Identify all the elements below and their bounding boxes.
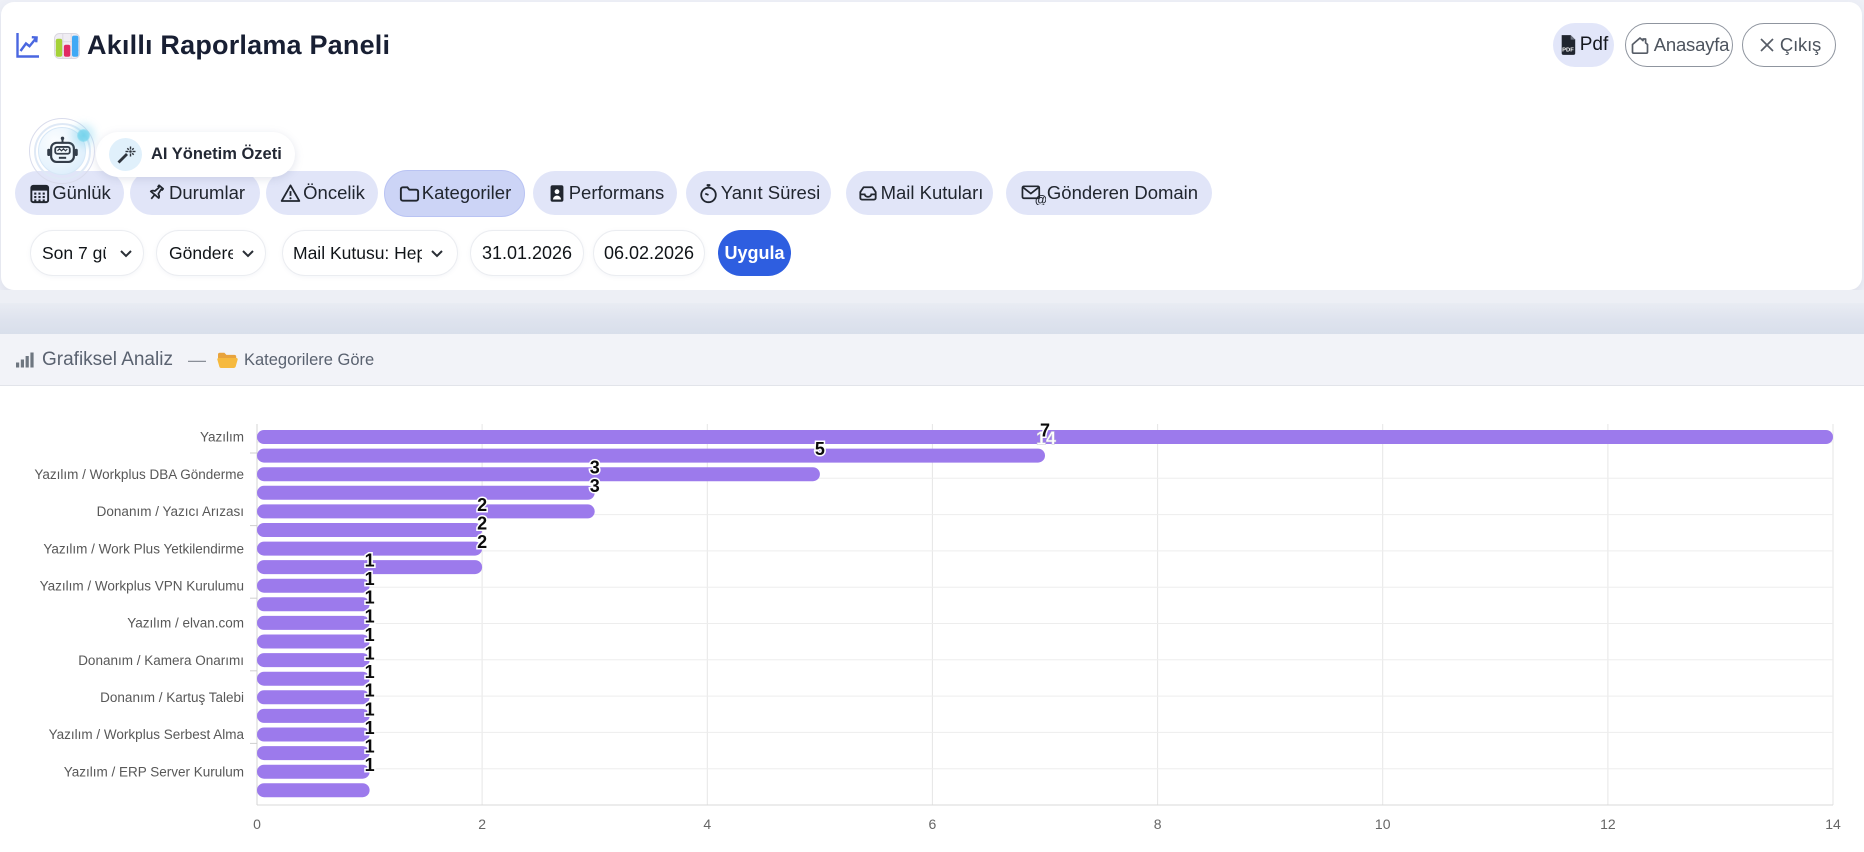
svg-text:3: 3	[590, 476, 600, 496]
svg-text:@: @	[1035, 193, 1046, 205]
svg-text:Yazılım: Yazılım	[200, 430, 244, 445]
svg-text:1: 1	[365, 737, 375, 757]
svg-text:12: 12	[1600, 816, 1616, 832]
svg-text:5: 5	[815, 439, 825, 459]
svg-text:2: 2	[477, 513, 487, 533]
svg-text:1: 1	[365, 699, 375, 719]
svg-text:Yazılım / ERP Server Kurulum: Yazılım / ERP Server Kurulum	[64, 764, 244, 779]
svg-text:PDF: PDF	[1562, 47, 1574, 53]
svg-text:1: 1	[365, 718, 375, 738]
svg-text:Yazılım / elvan.com: Yazılım / elvan.com	[127, 616, 244, 631]
svg-text:2: 2	[478, 816, 486, 832]
svg-text:Donanım / Yazıcı Arızası: Donanım / Yazıcı Arızası	[97, 504, 244, 519]
svg-text:1: 1	[365, 755, 375, 775]
svg-text:1: 1	[365, 681, 375, 701]
svg-text:10: 10	[1375, 816, 1391, 832]
svg-text:2: 2	[477, 495, 487, 515]
svg-text:Yazılım / Workplus Serbest Alm: Yazılım / Workplus Serbest Alma	[49, 727, 245, 742]
svg-text:3: 3	[590, 458, 600, 478]
svg-text:Donanım / Kamera Onarımı: Donanım / Kamera Onarımı	[78, 653, 244, 668]
svg-text:Yazılım / Workplus VPN Kurulum: Yazılım / Workplus VPN Kurulumu	[40, 578, 244, 593]
svg-text:1: 1	[365, 551, 375, 571]
svg-text:0: 0	[253, 816, 261, 832]
svg-text:14: 14	[1036, 429, 1056, 449]
svg-text:1: 1	[365, 588, 375, 608]
svg-text:1: 1	[365, 644, 375, 664]
svg-text:Yazılım / Work Plus Yetkilendi: Yazılım / Work Plus Yetkilendirme	[43, 541, 244, 556]
svg-text:1: 1	[365, 569, 375, 589]
svg-text:4: 4	[703, 816, 711, 832]
svg-text:1: 1	[365, 625, 375, 645]
svg-text:1: 1	[365, 606, 375, 626]
svg-text:Yazılım / Workplus DBA Gönderm: Yazılım / Workplus DBA Gönderme	[34, 467, 244, 482]
svg-text:14: 14	[1825, 816, 1841, 832]
svg-text:2: 2	[477, 532, 487, 552]
svg-text:7: 7	[1040, 420, 1050, 440]
svg-text:Donanım / Kartuş Talebi: Donanım / Kartuş Talebi	[100, 690, 244, 705]
svg-text:6: 6	[929, 816, 937, 832]
svg-text:8: 8	[1154, 816, 1162, 832]
svg-text:1: 1	[365, 662, 375, 682]
